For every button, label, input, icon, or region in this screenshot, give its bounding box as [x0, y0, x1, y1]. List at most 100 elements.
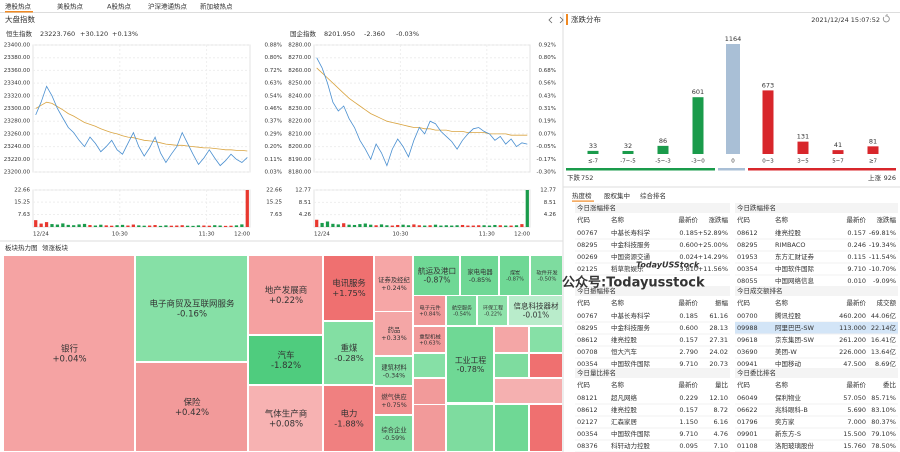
sector-cell[interactable]: [495, 354, 528, 377]
sector-cell[interactable]: [495, 379, 562, 403]
cell-name[interactable]: 新东方-S: [775, 429, 801, 438]
cell-code[interactable]: 08295: [577, 324, 598, 332]
sector-cell[interactable]: [414, 379, 445, 404]
sector-cell[interactable]: [136, 256, 247, 361]
cell-name[interactable]: 超凡网络: [611, 393, 638, 402]
cell-code[interactable]: 08612: [577, 406, 598, 414]
sector-cell[interactable]: [375, 416, 412, 451]
cell-name[interactable]: 中国软件国际: [775, 264, 815, 273]
sector-cell[interactable]: [324, 386, 373, 451]
cell-name[interactable]: 稻草熊娱乐: [611, 264, 644, 273]
sector-cell[interactable]: [249, 336, 322, 384]
sector-cell[interactable]: [324, 322, 373, 384]
cell-code[interactable]: 03690: [737, 348, 758, 356]
cell-name[interactable]: 洛阳玻璃股份: [775, 441, 815, 450]
cell-name[interactable]: 科轩动力控股: [611, 441, 651, 450]
cell-name[interactable]: 中基长寿科学: [611, 311, 651, 320]
cell-name[interactable]: 腾讯控股: [775, 311, 802, 320]
sector-cell[interactable]: [530, 405, 562, 451]
cell-name[interactable]: 中国软件国际: [611, 359, 651, 368]
cell-code[interactable]: 09618: [737, 336, 758, 344]
sector-cell[interactable]: [249, 386, 322, 451]
sector-cell[interactable]: [461, 256, 498, 295]
sector-cell[interactable]: [414, 256, 459, 295]
cell-code[interactable]: 08121: [577, 394, 598, 402]
top-tab[interactable]: 美股热点: [57, 2, 84, 11]
cell-name[interactable]: 维亮控股: [611, 405, 638, 414]
cell-code[interactable]: 00700: [737, 312, 758, 320]
cell-name[interactable]: 中国网络信息: [775, 276, 815, 285]
sector-cell[interactable]: [375, 256, 412, 311]
cell-code[interactable]: 06622: [737, 406, 758, 414]
cell-name[interactable]: 中金科技服务: [611, 240, 651, 249]
cell-name[interactable]: 恒大汽车: [611, 347, 638, 356]
ranking-tab[interactable]: 股权集中: [604, 191, 630, 200]
cell-name[interactable]: 兆科眼科-B: [775, 405, 808, 414]
cell-name[interactable]: RIMBACO: [775, 241, 806, 249]
sector-cell[interactable]: [375, 312, 412, 355]
cell-code[interactable]: 08295: [577, 241, 598, 249]
cell-code[interactable]: 08376: [577, 442, 598, 450]
sector-tab[interactable]: 板块热力图: [5, 243, 38, 252]
sector-cell[interactable]: [414, 327, 445, 352]
cell-code[interactable]: 08612: [577, 336, 598, 344]
sector-cell[interactable]: [500, 256, 529, 295]
cell-name[interactable]: 保利物业: [775, 393, 802, 402]
cell-code[interactable]: 08055: [737, 277, 758, 285]
sector-cell[interactable]: [531, 256, 562, 295]
cell-name[interactable]: 中基长寿科学: [611, 228, 651, 237]
refresh-icon[interactable]: [882, 14, 890, 23]
cell-name[interactable]: 奕方家: [775, 417, 795, 426]
cell-name[interactable]: 京东集团-SW: [775, 335, 814, 344]
sector-cell[interactable]: [447, 327, 493, 402]
cell-code[interactable]: 01953: [737, 253, 758, 261]
cell-name[interactable]: 维亮控股: [611, 335, 638, 344]
sector-cell[interactable]: [509, 296, 562, 325]
sector-tab[interactable]: 领涨板块: [42, 243, 69, 252]
top-tab[interactable]: 港股热点: [5, 2, 32, 11]
top-tab[interactable]: 新加坡热点: [200, 2, 233, 11]
sector-cell[interactable]: [4, 256, 134, 451]
sector-cell[interactable]: [495, 327, 528, 352]
cell-name[interactable]: 维亮控股: [775, 228, 802, 237]
sector-cell[interactable]: [478, 296, 507, 325]
sector-cell[interactable]: [136, 363, 247, 451]
sector-cell[interactable]: [375, 387, 412, 414]
sector-cell[interactable]: [447, 296, 476, 325]
cell-code[interactable]: 00354: [577, 360, 598, 368]
sector-cell[interactable]: [495, 405, 528, 451]
cell-code[interactable]: 00767: [577, 229, 598, 237]
top-tab[interactable]: 沪深港通热点: [148, 2, 188, 11]
cell-code[interactable]: 00354: [577, 430, 598, 438]
sector-cell[interactable]: [324, 256, 373, 320]
cell-name[interactable]: 美团-W: [775, 347, 797, 356]
cell-code[interactable]: 00708: [577, 348, 598, 356]
cell-name[interactable]: 中国资源交通: [611, 252, 651, 261]
cell-code[interactable]: 06049: [737, 394, 758, 402]
cell-code[interactable]: 08295: [737, 241, 758, 249]
ranking-tab[interactable]: 综合排名: [640, 191, 666, 200]
sector-cell[interactable]: [530, 354, 562, 377]
sector-cell[interactable]: [447, 405, 493, 451]
sector-cell[interactable]: [249, 256, 322, 334]
sector-cell[interactable]: [414, 296, 445, 325]
cell-code[interactable]: 00941: [737, 360, 758, 368]
cell-code[interactable]: 09988: [737, 324, 758, 332]
cell-code[interactable]: 08612: [737, 229, 758, 237]
cell-name[interactable]: 东方汇财证券: [775, 252, 815, 261]
cell-code[interactable]: 02127: [577, 418, 598, 426]
cell-code[interactable]: 00767: [577, 312, 598, 320]
sector-cell[interactable]: [530, 327, 562, 352]
cell-name[interactable]: 中国移动: [775, 359, 802, 368]
cell-code[interactable]: 00354: [737, 265, 758, 273]
cell-name[interactable]: 汇森家居: [611, 417, 638, 426]
sector-cell[interactable]: [414, 405, 445, 451]
pager-arrows[interactable]: [548, 16, 564, 24]
cell-name[interactable]: 中国软件国际: [611, 429, 651, 438]
cell-code[interactable]: 01796: [737, 418, 758, 426]
cell-code[interactable]: 02125: [577, 265, 598, 273]
cell-code[interactable]: 09901: [737, 430, 758, 438]
sector-cell[interactable]: [375, 357, 412, 385]
sector-cell[interactable]: [414, 354, 445, 377]
top-tab[interactable]: A股热点: [107, 2, 131, 11]
